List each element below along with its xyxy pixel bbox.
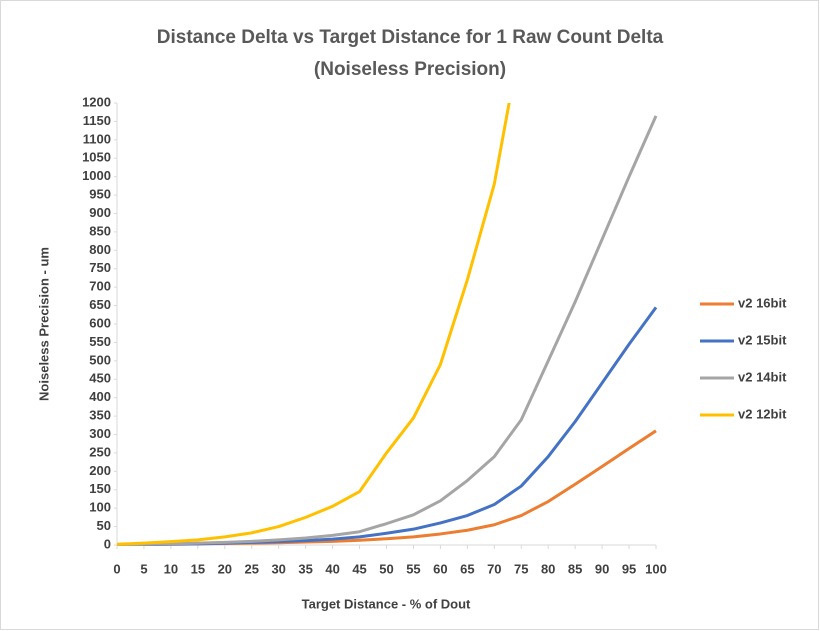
x-tick-label: 60 <box>433 561 447 576</box>
y-axis-title: Noiseless Precision - um <box>36 247 51 401</box>
y-tick-label: 850 <box>89 223 111 238</box>
y-tick-label: 400 <box>89 389 111 404</box>
y-tick-label: 100 <box>89 500 111 515</box>
x-tick-label: 35 <box>298 561 312 576</box>
y-tick-label: 650 <box>89 297 111 312</box>
x-tick-label: 30 <box>271 561 285 576</box>
y-tick-label: 550 <box>89 334 111 349</box>
x-tick-label: 0 <box>113 561 120 576</box>
x-tick-label: 90 <box>595 561 609 576</box>
x-tick-label: 10 <box>164 561 178 576</box>
x-tick-label: 40 <box>325 561 339 576</box>
y-tick-label: 700 <box>89 279 111 294</box>
x-tick-label: 45 <box>352 561 366 576</box>
y-tick-label: 900 <box>89 205 111 220</box>
y-tick-label: 200 <box>89 463 111 478</box>
y-tick-label: 1050 <box>82 150 111 165</box>
legend-label: v2 16bit <box>738 295 787 310</box>
y-tick-label: 300 <box>89 426 111 441</box>
y-tick-label: 1150 <box>83 113 111 128</box>
y-tick-label: 1000 <box>82 168 111 183</box>
y-tick-label: 450 <box>89 371 111 386</box>
chart-title: (Noiseless Precision) <box>314 59 506 80</box>
y-tick-label: 750 <box>89 260 111 275</box>
y-tick-label: 500 <box>89 352 111 367</box>
x-tick-label: 5 <box>140 561 147 576</box>
y-tick-label: 1100 <box>83 131 111 146</box>
x-tick-label: 65 <box>460 561 474 576</box>
x-tick-label: 95 <box>622 561 636 576</box>
x-tick-label: 80 <box>541 561 555 576</box>
x-tick-label: 50 <box>379 561 393 576</box>
x-tick-label: 70 <box>487 561 501 576</box>
chart-title: Distance Delta vs Target Distance for 1 … <box>157 27 664 48</box>
y-tick-label: 0 <box>104 536 111 551</box>
x-axis-title: Target Distance - % of Dout <box>302 596 471 611</box>
legend-label: v2 14bit <box>738 369 787 384</box>
x-tick-label: 75 <box>514 561 528 576</box>
series-line <box>117 103 511 546</box>
plot-area <box>117 103 658 546</box>
y-tick-label: 350 <box>89 408 111 423</box>
y-tick-label: 50 <box>97 518 111 533</box>
y-tick-label: 800 <box>89 242 111 257</box>
legend-label: v2 15bit <box>738 332 787 347</box>
legend-label: v2 12bit <box>738 406 787 421</box>
y-tick-label: 600 <box>89 315 111 330</box>
x-tick-label: 55 <box>406 561 420 576</box>
x-tick-label: 100 <box>645 561 667 576</box>
x-tick-label: 25 <box>245 561 259 576</box>
y-tick-label: 150 <box>89 481 111 496</box>
y-tick-label: 250 <box>89 444 111 459</box>
y-tick-label: 950 <box>89 187 111 202</box>
y-tick-label: 1200 <box>82 94 111 109</box>
x-tick-label: 15 <box>191 561 205 576</box>
series-line <box>117 115 658 546</box>
x-tick-label: 20 <box>218 561 232 576</box>
x-tick-label: 85 <box>568 561 582 576</box>
